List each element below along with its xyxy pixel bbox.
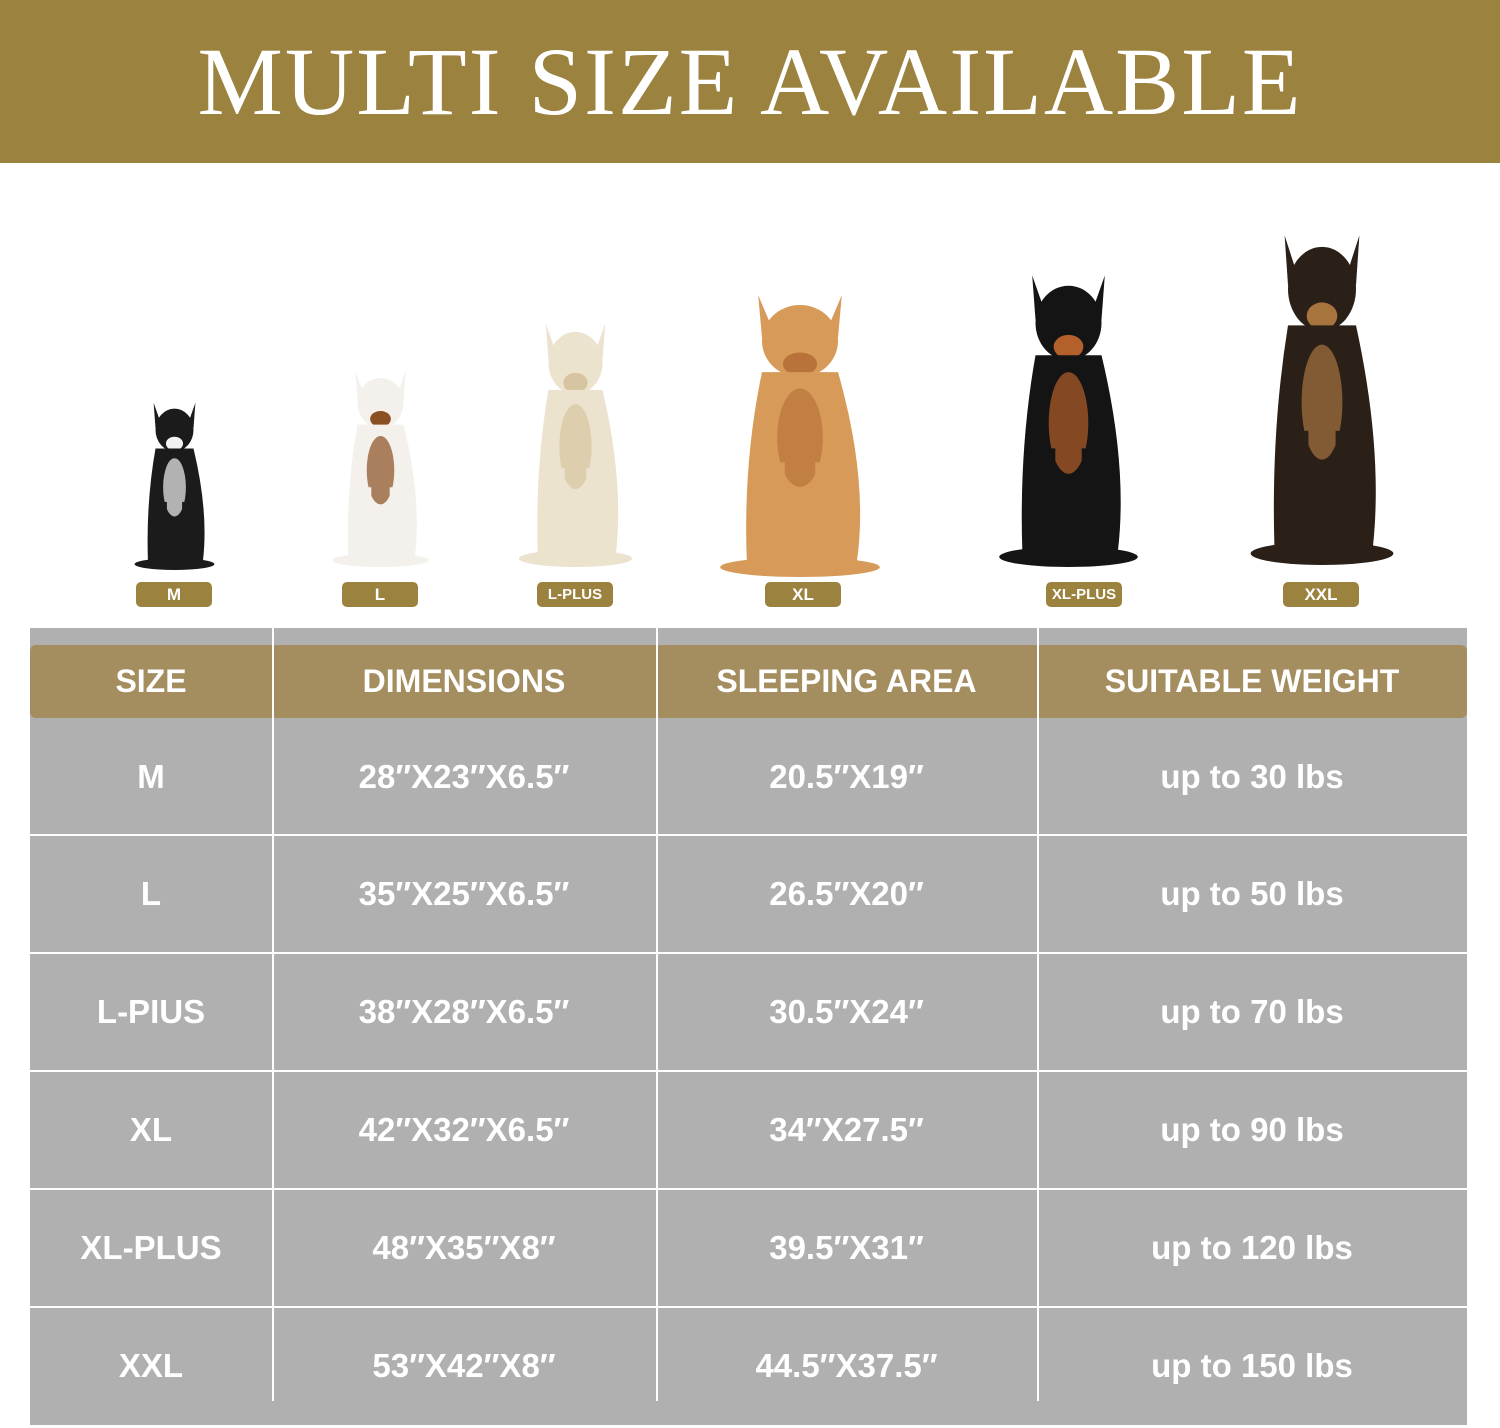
dimensions-cell: 38″X28″X6.5″: [358, 993, 570, 1030]
row-divider: [30, 1306, 1467, 1308]
german-shepherd-icon: [1250, 235, 1394, 565]
column-header: SIZE: [115, 663, 187, 699]
size-cell: L-PIUS: [96, 993, 206, 1030]
size-badge: L: [342, 582, 418, 607]
weight-cell: up to 70 lbs: [1160, 993, 1344, 1030]
row-divider: [30, 1070, 1467, 1072]
sleeping-area-cell: 30.5″X24″: [769, 993, 924, 1030]
row-divider: [30, 834, 1467, 836]
dimensions-cell: 35″X25″X6.5″: [358, 875, 570, 912]
size-chart-table: SIZE DIMENSIONS SLEEPING AREA SUITABLE WEIG…: [30, 628, 1467, 1425]
beagle-icon: [331, 371, 429, 567]
size-cell: XXL: [118, 1347, 184, 1384]
size-cell: XL-PLUS: [80, 1229, 222, 1266]
dimensions-cell: 28″X23″X6.5″: [358, 757, 570, 795]
sleeping-area-cell: 20.5″X19″: [769, 757, 924, 795]
sleeping-area-cell: 44.5″X37.5″: [755, 1347, 938, 1384]
dimensions-cell: 42″X32″X6.5″: [358, 1111, 570, 1148]
page-title: MULTI SIZE AVAILABLE: [197, 28, 1303, 135]
sleeping-area-cell: 34″X27.5″: [769, 1111, 924, 1148]
weight-cell: up to 150 lbs: [1151, 1347, 1353, 1384]
size-badge: XXL: [1283, 582, 1359, 607]
weight-cell: up to 120 lbs: [1151, 1229, 1353, 1266]
size-cell: M: [137, 757, 165, 795]
table-header: [30, 645, 1467, 718]
sleeping-area-cell: 26.5″X20″: [769, 875, 924, 912]
column-divider: [656, 628, 658, 1401]
row-divider: [30, 952, 1467, 954]
size-badge: XL: [765, 582, 841, 607]
title-banner: MULTI SIZE AVAILABLE: [0, 0, 1500, 163]
size-cell: XL: [129, 1111, 173, 1148]
doberman-icon: [998, 275, 1138, 567]
dimensions-cell: 48″X35″X8″: [372, 1229, 556, 1266]
sleeping-area-cell: 39.5″X31″: [769, 1229, 924, 1266]
golden-retriever-icon: [720, 295, 880, 577]
weight-cell: up to 90 lbs: [1160, 1111, 1344, 1148]
size-cell: L: [140, 875, 162, 912]
column-header: SLEEPING AREA: [716, 663, 977, 699]
column-header: DIMENSIONS: [362, 663, 566, 699]
french-bulldog-icon: [134, 402, 214, 570]
golden-retriever-cream-icon: [518, 323, 632, 567]
size-badge: M: [136, 582, 212, 607]
size-badge: L-PLUS: [537, 582, 613, 607]
column-divider: [1037, 628, 1039, 1401]
dimensions-cell: 53″X42″X8″: [372, 1347, 556, 1384]
column-header: SUITABLE WEIGHT: [1104, 663, 1400, 699]
size-badge: XL-PLUS: [1046, 582, 1122, 607]
weight-cell: up to 30 lbs: [1160, 757, 1344, 795]
row-divider: [30, 1188, 1467, 1190]
weight-cell: up to 50 lbs: [1160, 875, 1344, 912]
column-divider: [272, 628, 274, 1401]
